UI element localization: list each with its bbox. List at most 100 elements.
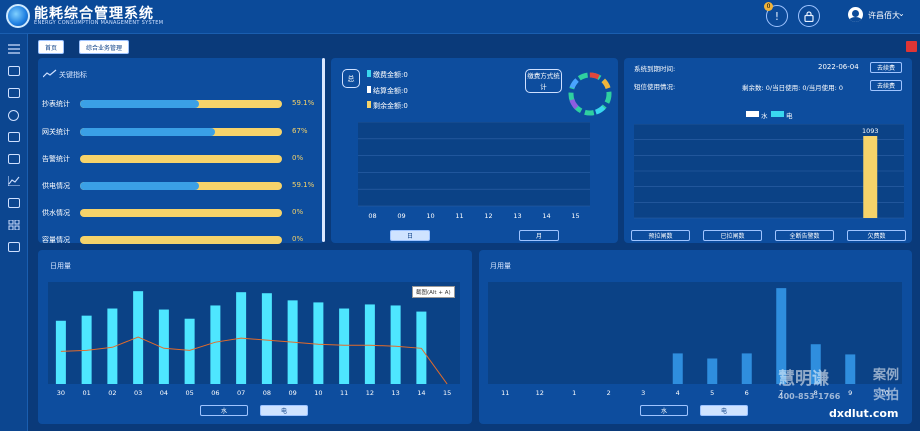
- daily-bar: [107, 308, 118, 384]
- lock-icon[interactable]: [798, 5, 820, 27]
- tab-home[interactable]: 首页: [38, 40, 65, 54]
- legend-elec: 电: [786, 112, 793, 120]
- sidebar: [0, 34, 28, 431]
- grid-icon[interactable]: [8, 219, 20, 231]
- monthly-x-tick: 12: [536, 389, 544, 397]
- monthly-x-tick: 8: [814, 389, 818, 397]
- renew-sms-button[interactable]: 去续费: [870, 80, 902, 91]
- month-button[interactable]: 月: [519, 230, 559, 241]
- daily-bar: [416, 311, 427, 384]
- monthly-chart: 11 12 1 2 3 4 5 6 7 8 9 10: [488, 282, 902, 397]
- kpi-progress-fill: [80, 182, 200, 190]
- logo-icon: [6, 4, 30, 28]
- avatar[interactable]: [848, 7, 863, 22]
- daily-x-tick: 11: [340, 389, 348, 397]
- monthly-title: 月用量: [490, 262, 511, 270]
- daily-bar: [261, 293, 272, 384]
- gallery-icon[interactable]: [8, 242, 20, 252]
- fee-x-tick: 11: [455, 212, 463, 220]
- daily-x-tick: 14: [417, 389, 425, 397]
- monthly-x-tick: 2: [607, 389, 611, 397]
- system-stat-button[interactable]: 预拉闸数: [631, 230, 690, 241]
- monthly-bar: [776, 288, 787, 384]
- daily-water-button[interactable]: 水: [200, 405, 248, 416]
- kpi-progress-bar: [80, 236, 282, 244]
- kpi-value: 67%: [292, 127, 308, 135]
- monthly-water-button[interactable]: 水: [640, 405, 688, 416]
- trend-icon: [43, 69, 57, 78]
- daily-x-tick: 05: [185, 389, 193, 397]
- monthly-x-tick: 4: [676, 389, 680, 397]
- legend-water-swatch: [746, 111, 759, 117]
- daily-title: 日用量: [50, 262, 71, 270]
- daily-x-tick: 01: [82, 389, 90, 397]
- watermark-brand: 慧明谦: [778, 369, 829, 389]
- kpi-row: 容量情况 0%: [42, 235, 322, 245]
- daily-trend-line: [60, 336, 448, 385]
- kpi-value: 0%: [292, 208, 304, 216]
- daily-bar: [390, 305, 401, 384]
- tab-business[interactable]: 综合业务管理: [79, 40, 130, 54]
- image-icon[interactable]: [8, 66, 20, 76]
- monthly-bar: [810, 344, 821, 384]
- payment-method-label[interactable]: 缴费方式统计: [525, 69, 562, 93]
- watermark-phone: 400-853-1766: [778, 392, 841, 401]
- fee-x-tick: 13: [513, 212, 521, 220]
- monthly-x-tick: 3: [641, 389, 645, 397]
- daily-x-tick: 07: [237, 389, 245, 397]
- monitor-icon[interactable]: [8, 132, 20, 142]
- monthly-bar: [845, 354, 856, 384]
- legend-settle: 结算金额:0: [373, 87, 408, 95]
- legend-paid: 缴费金额:0: [373, 71, 408, 79]
- kpi-label: 供水情况: [42, 209, 70, 217]
- expire-date: 2022-06-04: [818, 63, 859, 71]
- fee-plot-area: [358, 122, 590, 206]
- legend-remain: 剩余金额:0: [373, 102, 408, 110]
- kpi-value: 59.1%: [292, 181, 315, 189]
- system-stat-button[interactable]: 已拉闸数: [703, 230, 762, 241]
- daily-x-tick: 09: [288, 389, 296, 397]
- system-stat-button[interactable]: 欠费数: [847, 230, 906, 241]
- kpi-row: 告警统计 0%: [42, 154, 322, 164]
- renew-button[interactable]: 去续费: [870, 62, 902, 73]
- exclamation-icon[interactable]: !: [766, 5, 788, 27]
- watermark-real: 实拍: [873, 388, 900, 403]
- kpi-scrollbar[interactable]: [322, 58, 325, 242]
- day-button[interactable]: 日: [390, 230, 430, 241]
- kpi-value: 59.1%: [292, 99, 315, 107]
- daily-bar: [158, 309, 169, 384]
- daily-bar: [313, 302, 324, 384]
- system-stat-button[interactable]: 全断告警数: [775, 230, 834, 241]
- document-icon[interactable]: [8, 198, 20, 208]
- kpi-row: 网关统计 67%: [42, 127, 322, 137]
- app-header: 能耗综合管理系统 ENERGY CONSUMPTION MANAGEMENT S…: [0, 0, 920, 34]
- daily-elec-button[interactable]: 电: [260, 405, 308, 416]
- fee-x-tick: 08: [368, 212, 376, 220]
- daily-x-tick: 10: [314, 389, 322, 397]
- kpi-title: 关键指标: [59, 71, 87, 79]
- menu-icon[interactable]: [8, 44, 20, 54]
- daily-bar: [81, 315, 92, 384]
- monthly-x-tick: 7: [779, 389, 783, 397]
- kpi-progress-bar: [80, 182, 282, 190]
- close-tab-button[interactable]: [906, 41, 917, 52]
- monthly-x-tick: 5: [710, 389, 714, 397]
- daily-x-tick: 02: [108, 389, 116, 397]
- screenshot-tooltip: 截图(Alt + A): [412, 286, 455, 298]
- monthly-bar: [672, 353, 683, 384]
- kpi-progress-bar: [80, 100, 282, 108]
- chevron-down-icon[interactable]: ⌄: [898, 9, 905, 18]
- monthly-bar: [741, 353, 752, 384]
- daily-bar: [210, 305, 221, 384]
- fee-x-tick: 14: [542, 212, 550, 220]
- monthly-elec-button[interactable]: 电: [700, 405, 748, 416]
- download-icon[interactable]: [8, 154, 20, 164]
- user-name[interactable]: 许昌佰大: [868, 11, 900, 20]
- daily-bar: [339, 308, 350, 384]
- kpi-label: 抄表统计: [42, 100, 70, 108]
- folder-icon[interactable]: [8, 88, 20, 98]
- line-chart-icon[interactable]: [7, 176, 20, 187]
- fee-x-tick: 12: [484, 212, 492, 220]
- kpi-progress-fill: [80, 128, 216, 136]
- yen-icon[interactable]: [8, 110, 19, 121]
